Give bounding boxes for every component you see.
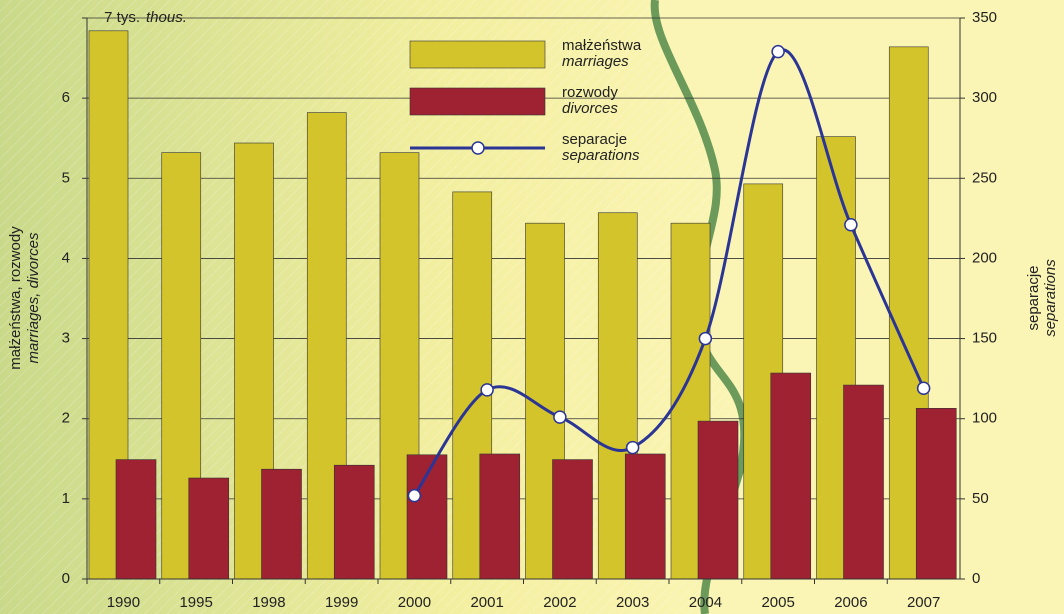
- y2-tick-label: 0: [972, 570, 980, 587]
- y-unit-label: thous.: [146, 9, 187, 26]
- y2-axis-title-en: separations: [1042, 259, 1059, 337]
- y-tick-label: 1: [62, 490, 70, 507]
- bar: [844, 385, 884, 579]
- legend-swatch: [410, 88, 545, 115]
- legend-label-en: marriages: [562, 53, 629, 70]
- point: [918, 382, 930, 394]
- y-tick-label: 0: [62, 570, 70, 587]
- point: [481, 384, 493, 396]
- legend-label-en: divorces: [562, 100, 618, 117]
- bar: [189, 478, 229, 579]
- x-tick-label: 2003: [616, 594, 649, 611]
- bar: [771, 373, 811, 579]
- legend-label: separacje: [562, 131, 627, 148]
- bar: [116, 460, 156, 579]
- legend-swatch: [472, 142, 484, 154]
- bar: [698, 421, 738, 579]
- legend-label: małżeństwa: [562, 37, 642, 54]
- legend-label-en: separations: [562, 147, 640, 164]
- y-tick-label: 6: [62, 89, 70, 106]
- bar: [334, 465, 374, 579]
- y2-tick-label: 250: [972, 169, 997, 186]
- point: [627, 442, 639, 454]
- y2-tick-label: 200: [972, 249, 997, 266]
- x-tick-label: 2000: [398, 594, 431, 611]
- x-tick-label: 2006: [834, 594, 867, 611]
- y2-tick-label: 300: [972, 89, 997, 106]
- y2-tick-label: 350: [972, 9, 997, 26]
- bar: [480, 454, 520, 579]
- y-axis-title-en: marriages, divorces: [25, 232, 42, 363]
- x-tick-label: 2005: [761, 594, 794, 611]
- bar: [262, 469, 302, 579]
- y2-axis-title: separacje: [1025, 265, 1042, 330]
- point: [845, 219, 857, 231]
- x-tick-label: 2002: [543, 594, 576, 611]
- point: [554, 411, 566, 423]
- point: [408, 490, 420, 502]
- x-tick-label: 1995: [179, 594, 212, 611]
- x-tick-label: 1998: [252, 594, 285, 611]
- x-tick-label: 1999: [325, 594, 358, 611]
- bar: [916, 408, 956, 579]
- x-tick-label: 1990: [107, 594, 140, 611]
- bar: [625, 454, 665, 579]
- legend-label: rozwody: [562, 84, 618, 101]
- y-axis-title: małżeństwa, rozwody: [7, 226, 24, 370]
- y2-tick-label: 50: [972, 490, 989, 507]
- x-tick-label: 2007: [907, 594, 940, 611]
- x-tick-label: 2004: [689, 594, 722, 611]
- point: [699, 333, 711, 345]
- y-tick-label: 2: [62, 410, 70, 427]
- y2-tick-label: 150: [972, 330, 997, 347]
- y-tick-label: 5: [62, 169, 70, 186]
- y-tick-label: 7 tys.: [104, 9, 140, 26]
- y2-tick-label: 100: [972, 410, 997, 427]
- y-tick-label: 3: [62, 330, 70, 347]
- x-tick-label: 2001: [470, 594, 503, 611]
- legend-swatch: [410, 41, 545, 68]
- point: [772, 46, 784, 58]
- y-tick-label: 4: [62, 249, 70, 266]
- bar: [553, 460, 593, 579]
- chart: 0 1 2 3 4 5 6 7 tys. 0 50 100 150 200 250 300 350 1990 19…: [0, 0, 1064, 614]
